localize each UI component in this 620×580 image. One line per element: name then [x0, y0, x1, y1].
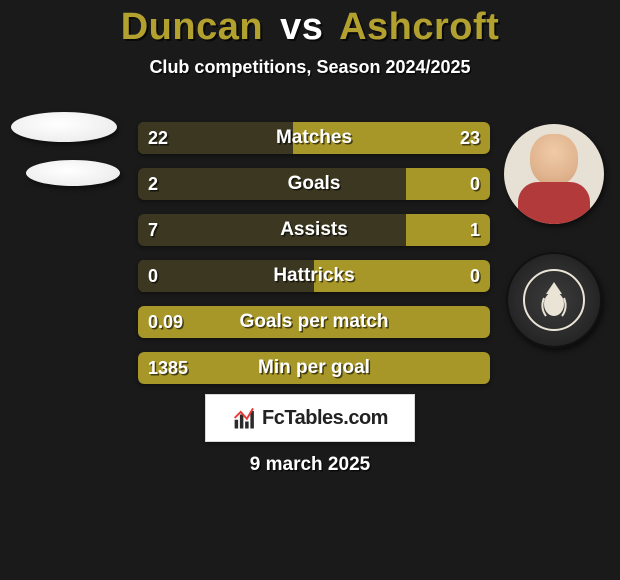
date-line: 9 march 2025 — [0, 454, 620, 476]
bars-spark-icon — [232, 404, 260, 432]
player1-photo-placeholder — [11, 112, 117, 142]
vs-word: vs — [280, 6, 323, 48]
bar-segment-left — [138, 260, 314, 292]
bar-segment-right — [138, 306, 490, 338]
stat-row: Assists71 — [138, 214, 490, 246]
stat-row: Goals per match0.09 — [138, 306, 490, 338]
right-avatar-column — [498, 124, 610, 348]
player2-name: Ashcroft — [339, 6, 499, 48]
subtitle: Club competitions, Season 2024/2025 — [0, 57, 620, 78]
content-root: Duncan vs Ashcroft Club competitions, Se… — [0, 0, 620, 580]
left-avatar-column — [8, 112, 120, 186]
comparison-title: Duncan vs Ashcroft — [0, 0, 620, 49]
bar-segment-right — [406, 214, 490, 246]
fctables-logo: FcTables.com — [205, 394, 415, 442]
player1-name: Duncan — [121, 6, 263, 48]
logo-suffix: .com — [343, 407, 388, 429]
stat-row: Hattricks00 — [138, 260, 490, 292]
logo-text: FcTables.com — [262, 407, 388, 430]
stat-bars: Matches2223 Goals20 Assists71 Hattricks00 Go… — [138, 122, 490, 384]
bar-segment-right — [406, 168, 490, 200]
bar-base — [138, 352, 490, 384]
stat-row: Matches2223 — [138, 122, 490, 154]
logo-brand: FcTables — [262, 407, 343, 429]
player1-club-crest-placeholder — [26, 160, 120, 186]
stat-row: Goals20 — [138, 168, 490, 200]
stat-row: Min per goal1385 — [138, 352, 490, 384]
bar-segment-left — [138, 122, 293, 154]
thistle-icon — [522, 268, 586, 332]
player2-club-crest — [506, 252, 602, 348]
player2-photo — [504, 124, 604, 224]
